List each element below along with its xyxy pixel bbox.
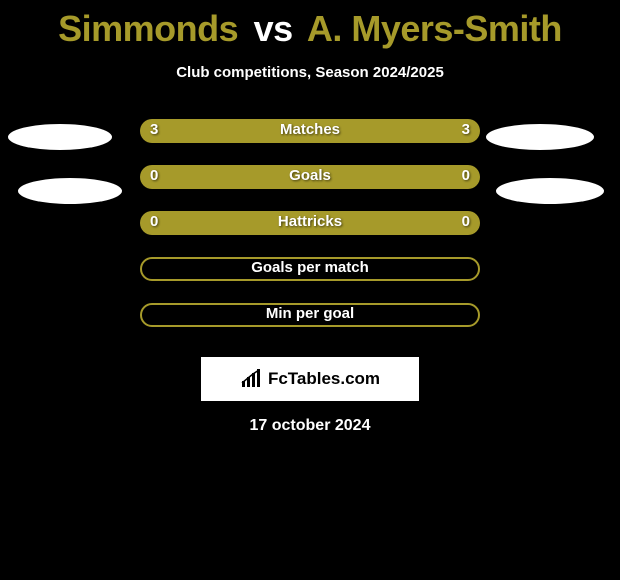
date-text: 17 october 2024 — [0, 417, 620, 435]
stat-row: Matches3 3 — [0, 119, 620, 165]
player1-name: Simmonds — [58, 8, 238, 49]
player2-name: A. Myers-Smith — [307, 8, 562, 49]
stat-label: Min per goal — [0, 305, 620, 322]
stat-row: Min per goal — [0, 303, 620, 349]
logo-box: FcTables.com — [201, 357, 419, 401]
stat-value-right: 0 — [462, 213, 470, 230]
stat-label: Matches — [0, 121, 620, 138]
subtitle: Club competitions, Season 2024/2025 — [0, 64, 620, 81]
stat-label: Hattricks — [0, 213, 620, 230]
vs-text: vs — [254, 8, 293, 49]
stat-label: Goals per match — [0, 259, 620, 276]
stat-value-left: 3 — [150, 121, 158, 138]
stat-value-right: 0 — [462, 167, 470, 184]
comparison-title: Simmonds vs A. Myers-Smith — [0, 0, 620, 50]
stat-value-right: 3 — [462, 121, 470, 138]
stat-value-left: 0 — [150, 167, 158, 184]
stat-value-left: 0 — [150, 213, 158, 230]
stat-row: Hattricks0 0 — [0, 211, 620, 257]
stat-rows: Matches33Goals00Hattricks00Goals per mat… — [0, 119, 620, 349]
logo-text: FcTables.com — [268, 369, 380, 389]
chart-icon — [240, 369, 264, 389]
stat-label: Goals — [0, 167, 620, 184]
stat-row: Goals per match — [0, 257, 620, 303]
stat-row: Goals0 0 — [0, 165, 620, 211]
